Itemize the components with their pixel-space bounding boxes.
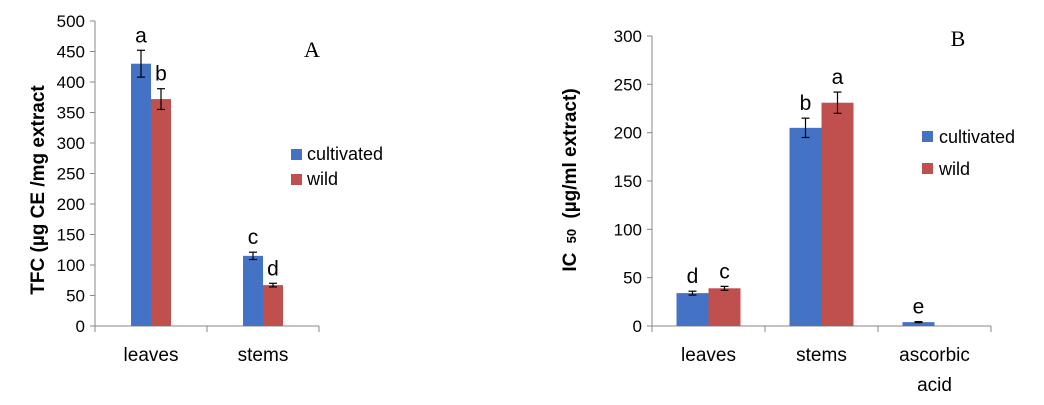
chart-a-legend: cultivated wild bbox=[291, 144, 383, 189]
chart-b-y-tick-label: 100 bbox=[614, 220, 642, 239]
chart-a-x-tick-label: stems bbox=[238, 345, 289, 366]
chart-a-y-tick-label: 150 bbox=[57, 226, 85, 245]
chart-b-y-tick-label: 150 bbox=[614, 172, 642, 191]
chart-b-bar-cultivated-ascorbic-acid bbox=[902, 322, 935, 326]
chart-a-significance-letter: c bbox=[248, 226, 259, 249]
chart-b-legend: cultivated wild bbox=[922, 127, 1015, 179]
chart-a-legend-swatch-wild bbox=[291, 174, 302, 185]
chart-a-significance-letter: a bbox=[135, 24, 147, 47]
chart-b-y-tick-label: 50 bbox=[623, 269, 642, 288]
chart-b-x-tick-label-line: acid bbox=[917, 375, 952, 396]
chart-b-x-tick-label: ascorbic acid bbox=[899, 345, 970, 396]
chart-b: IC 50 (µg/ml extract) B 0 50 100 150 200 250 3… bbox=[560, 26, 1015, 396]
chart-a-legend-swatch-cultivated bbox=[291, 149, 302, 160]
chart-b-legend-label-cultivated: cultivated bbox=[939, 127, 1015, 147]
chart-b-significance-letter: a bbox=[832, 66, 844, 89]
chart-a-legend-label-cultivated: cultivated bbox=[307, 144, 383, 164]
chart-a-legend-label-wild: wild bbox=[306, 169, 338, 189]
chart-b-legend-swatch-cultivated bbox=[922, 131, 933, 142]
chart-a-y-tick-label: 450 bbox=[57, 43, 85, 62]
chart-a-bar-wild-leaves bbox=[151, 99, 171, 326]
chart-b-significance-letter: b bbox=[800, 92, 812, 115]
chart-a-bar-wild-stems bbox=[263, 285, 283, 326]
chart-b-bar-cultivated-leaves bbox=[676, 293, 709, 326]
chart-b-significance-letter: d bbox=[687, 265, 699, 288]
chart-b-y-axis-label-units: (µg/ml extract) bbox=[560, 88, 581, 218]
chart-b-x-tick-label: stems bbox=[796, 345, 847, 366]
chart-a-y-tick-label: 300 bbox=[57, 134, 85, 153]
chart-a-x-tick-label: leaves bbox=[124, 345, 179, 366]
chart-b-bar-wild-stems bbox=[821, 102, 854, 326]
chart-a-bar-cultivated-stems bbox=[243, 255, 263, 326]
chart-a-plot-area: 0 50 100 150 200 250 300 350 400 450 500 leaves ab st… bbox=[57, 12, 320, 366]
chart-a-y-tick-label: 350 bbox=[57, 104, 85, 123]
chart-b-bar-cultivated-stems bbox=[789, 127, 822, 326]
chart-b-y-axis-label-main: IC bbox=[560, 252, 581, 271]
chart-b-panel-label: B bbox=[951, 26, 966, 51]
chart-a-significance-letter: d bbox=[267, 257, 279, 280]
chart-a-y-tick-label: 400 bbox=[57, 73, 85, 92]
chart-a-y-tick-label: 500 bbox=[57, 12, 85, 31]
chart-b-legend-label-wild: wild bbox=[938, 159, 970, 179]
chart-a-y-tick-label: 50 bbox=[66, 287, 85, 306]
chart-b-y-tick-label: 250 bbox=[614, 75, 642, 94]
chart-a: TFC (µg CE /mg extract A 0 50 100 150 200 250… bbox=[28, 12, 383, 366]
chart-a-panel-label: A bbox=[304, 37, 320, 62]
chart-b-y-axis-label: IC 50 (µg/ml extract) bbox=[560, 88, 581, 271]
chart-a-y-tick-label: 0 bbox=[76, 317, 85, 336]
chart-a-y-tick-label: 200 bbox=[57, 195, 85, 214]
chart-b-legend-swatch-wild bbox=[922, 163, 933, 174]
chart-b-y-tick-label: 300 bbox=[614, 27, 642, 46]
chart-b-bar-wild-leaves bbox=[708, 288, 741, 326]
chart-b-y-tick-label: 200 bbox=[614, 124, 642, 143]
chart-b-significance-letter: c bbox=[719, 260, 730, 283]
chart-a-y-tick-label: 100 bbox=[57, 256, 85, 275]
chart-b-significance-letter: e bbox=[913, 296, 925, 319]
chart-b-y-tick-label: 0 bbox=[633, 317, 642, 336]
chart-a-y-tick-label: 250 bbox=[57, 165, 85, 184]
chart-b-y-axis-label-subscript: 50 bbox=[564, 229, 579, 243]
chart-b-x-tick-label-line: ascorbic bbox=[899, 345, 970, 366]
chart-b-plot-area: 0 50 100 150 200 250 300 leaves d c stems ba ascorbi… bbox=[614, 27, 992, 396]
chart-a-y-axis-label: TFC (µg CE /mg extract bbox=[28, 85, 49, 295]
chart-a-bar-cultivated-leaves bbox=[131, 63, 151, 326]
chart-a-significance-letter: b bbox=[155, 63, 167, 86]
chart-b-x-tick-label: leaves bbox=[681, 345, 736, 366]
